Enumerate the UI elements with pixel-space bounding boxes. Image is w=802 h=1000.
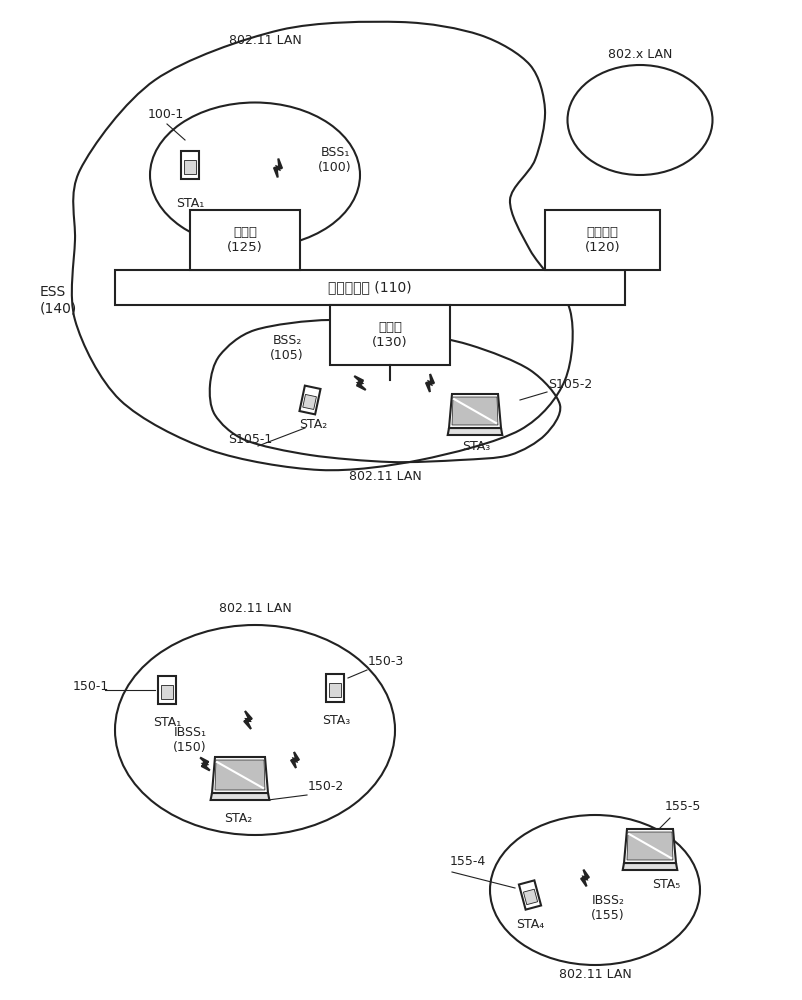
Polygon shape — [184, 160, 196, 174]
Text: S105-2: S105-2 — [547, 378, 592, 391]
Polygon shape — [302, 394, 316, 409]
Bar — [545, 210, 659, 270]
Text: 150-3: 150-3 — [367, 655, 403, 668]
Polygon shape — [200, 758, 209, 770]
Text: STA₃: STA₃ — [322, 714, 350, 727]
Polygon shape — [626, 832, 672, 860]
Text: STA₁: STA₁ — [176, 197, 204, 210]
Text: BSS₁
(100): BSS₁ (100) — [318, 146, 351, 174]
Polygon shape — [354, 376, 365, 390]
Polygon shape — [523, 889, 537, 905]
Text: 接入点
(125): 接入点 (125) — [227, 226, 262, 254]
Text: S105-1: S105-1 — [228, 433, 272, 446]
Text: 分布式系统 (110): 分布式系统 (110) — [328, 280, 411, 294]
Text: 802.11 LAN: 802.11 LAN — [229, 33, 301, 46]
Polygon shape — [448, 428, 502, 435]
Text: IBSS₁
(150): IBSS₁ (150) — [173, 726, 207, 754]
Text: 155-5: 155-5 — [664, 800, 700, 813]
Text: 155-4: 155-4 — [449, 855, 486, 868]
Polygon shape — [210, 793, 269, 800]
Polygon shape — [212, 757, 268, 793]
Text: 150-1: 150-1 — [73, 680, 109, 693]
Polygon shape — [425, 374, 434, 392]
Polygon shape — [580, 870, 589, 886]
Polygon shape — [328, 683, 341, 697]
Polygon shape — [290, 752, 299, 768]
Text: 802.11 LAN: 802.11 LAN — [218, 601, 291, 614]
Polygon shape — [326, 674, 343, 702]
Text: ESS
(140): ESS (140) — [40, 285, 77, 315]
Text: 100-1: 100-1 — [148, 108, 184, 121]
Text: STA₃: STA₃ — [461, 440, 489, 453]
Text: STA₁: STA₁ — [152, 716, 181, 729]
Polygon shape — [180, 151, 199, 179]
Polygon shape — [160, 685, 173, 699]
Polygon shape — [273, 159, 282, 177]
Polygon shape — [518, 880, 541, 910]
Polygon shape — [448, 394, 500, 428]
Text: 接入点
(130): 接入点 (130) — [371, 321, 407, 349]
Polygon shape — [299, 386, 320, 414]
Text: 802.11 LAN: 802.11 LAN — [558, 968, 630, 982]
Text: 150-2: 150-2 — [308, 780, 344, 793]
Polygon shape — [622, 863, 676, 870]
Text: STA₄: STA₄ — [515, 918, 544, 931]
Text: 入口站点
(120): 入口站点 (120) — [584, 226, 619, 254]
Bar — [115, 270, 624, 305]
Text: 802.x LAN: 802.x LAN — [607, 48, 671, 62]
Text: STA₅: STA₅ — [651, 878, 679, 891]
Text: STA₂: STA₂ — [298, 418, 326, 431]
Text: IBSS₂
(155): IBSS₂ (155) — [590, 894, 624, 922]
Polygon shape — [452, 397, 497, 425]
Polygon shape — [158, 676, 176, 704]
Polygon shape — [623, 829, 675, 863]
Bar — [330, 305, 449, 365]
Polygon shape — [215, 760, 265, 790]
Text: 802.11 LAN: 802.11 LAN — [348, 470, 421, 483]
Text: BSS₂
(105): BSS₂ (105) — [269, 334, 303, 362]
Bar — [190, 210, 300, 270]
Text: STA₂: STA₂ — [224, 812, 252, 825]
Polygon shape — [244, 711, 252, 729]
